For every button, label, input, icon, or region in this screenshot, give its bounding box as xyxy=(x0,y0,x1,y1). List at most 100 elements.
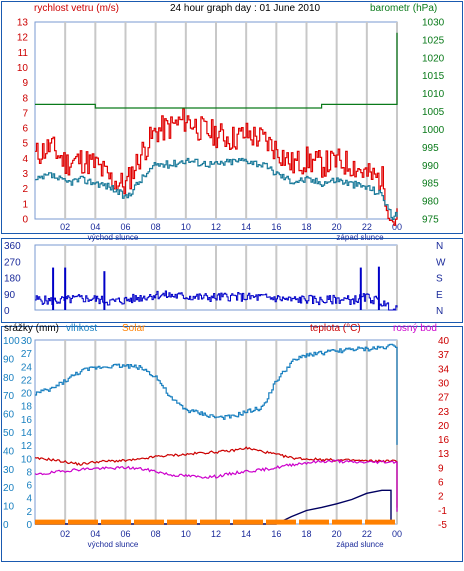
pressure-y-tick-1020: 1020 xyxy=(422,53,445,64)
temp-y-tick-9: 9 xyxy=(438,463,444,474)
rain-y-tick-27: 27 xyxy=(21,349,33,360)
climate-x-tick-18: 18 xyxy=(301,529,311,539)
temp-y-tick-13: 13 xyxy=(438,449,450,460)
wind-pressure-plot: 0123456789101112139759809859909951000100… xyxy=(17,18,445,233)
climate-x-tick-04: 04 xyxy=(90,529,100,539)
rain-y-tick-30: 30 xyxy=(21,336,33,347)
temp-y-tick-2: 2 xyxy=(438,492,444,503)
barometer-axis-title: barometr (hPa) xyxy=(370,3,437,14)
wind-y-tick-1: 1 xyxy=(22,199,28,210)
pressure-line xyxy=(35,32,398,109)
sunset-label-top: západ slunce xyxy=(336,233,384,242)
temp-y-tick-16: 16 xyxy=(438,435,450,446)
wind-y-tick-4: 4 xyxy=(22,154,28,165)
humidity-axis-title: vlhkost xyxy=(66,323,97,334)
wind-y-tick-9: 9 xyxy=(22,78,28,89)
temp-y-tick-30: 30 xyxy=(438,378,450,389)
pressure-y-tick-995: 995 xyxy=(422,143,439,154)
climate-x-tick-06: 06 xyxy=(120,529,130,539)
rain-y-tick-20: 20 xyxy=(21,389,33,400)
solar-axis-title: Solar xyxy=(122,323,146,334)
temp-y-tick--5: -5 xyxy=(438,520,447,531)
rain-y-tick-6: 6 xyxy=(26,481,32,492)
sunrise-label-top: východ slunce xyxy=(88,233,139,242)
wind-x-tick-02: 02 xyxy=(60,222,70,232)
sunset-label-bottom: západ slunce xyxy=(336,540,384,549)
direction-y-tick-90: 90 xyxy=(4,290,16,301)
direction-y-tick-270: 270 xyxy=(4,257,21,268)
compass-label-0: N xyxy=(436,241,443,252)
temp-y-tick--1: -1 xyxy=(438,506,447,517)
humidity-y-tick-20: 20 xyxy=(3,483,15,494)
wind-y-tick-5: 5 xyxy=(22,139,28,150)
temp-y-tick-34: 34 xyxy=(438,364,450,375)
wind-direction-line xyxy=(35,290,398,311)
rain-y-tick-14: 14 xyxy=(21,428,33,439)
temp-y-tick-6: 6 xyxy=(438,478,444,489)
wind-y-tick-3: 3 xyxy=(22,169,28,180)
wind-gust-line xyxy=(35,108,398,226)
rain-y-tick-18: 18 xyxy=(21,402,33,413)
wind-y-tick-13: 13 xyxy=(17,18,29,29)
direction-y-tick-180: 180 xyxy=(4,274,21,285)
wind-speed-axis-title: rychlost vetru (m/s) xyxy=(34,3,119,14)
wind-y-tick-10: 10 xyxy=(17,63,29,74)
dewpoint-line xyxy=(34,459,398,512)
humidity-y-tick-90: 90 xyxy=(3,354,15,365)
wind-x-tick-10: 10 xyxy=(181,222,191,232)
climate-x-tick-10: 10 xyxy=(181,529,191,539)
rain-y-tick-12: 12 xyxy=(21,441,33,452)
humidity-y-tick-100: 100 xyxy=(3,336,20,347)
humidity-line xyxy=(35,343,398,445)
climate-x-tick-20: 20 xyxy=(332,529,342,539)
wind-y-tick-6: 6 xyxy=(22,124,28,135)
wind-x-tick-20: 20 xyxy=(332,222,342,232)
wind-average-line xyxy=(35,157,398,221)
temp-y-tick-40: 40 xyxy=(438,336,450,347)
pressure-y-tick-985: 985 xyxy=(422,179,439,190)
wind-y-tick-8: 8 xyxy=(22,93,28,104)
rain-y-tick-10: 10 xyxy=(21,454,33,465)
climate-x-tick-12: 12 xyxy=(211,529,221,539)
climate-x-tick-00: 00 xyxy=(392,529,402,539)
wind-x-tick-22: 22 xyxy=(362,222,372,232)
wind-x-tick-08: 08 xyxy=(151,222,161,232)
climate-x-tick-22: 22 xyxy=(362,529,372,539)
compass-label-1: W xyxy=(436,257,446,268)
wind-y-tick-11: 11 xyxy=(18,48,29,59)
humidity-y-tick-0: 0 xyxy=(3,520,9,531)
pressure-y-tick-975: 975 xyxy=(422,215,439,226)
climate-x-tick-08: 08 xyxy=(151,529,161,539)
pressure-y-tick-1025: 1025 xyxy=(422,35,445,46)
temp-y-tick-23: 23 xyxy=(438,407,450,418)
pressure-y-tick-980: 980 xyxy=(422,197,439,208)
rain-axis-title: srážky (mm) xyxy=(4,323,59,334)
direction-y-tick-360: 360 xyxy=(4,241,21,252)
temp-y-tick-20: 20 xyxy=(438,421,450,432)
humidity-y-tick-60: 60 xyxy=(3,410,15,421)
climate-x-tick-02: 02 xyxy=(60,529,70,539)
wind-x-tick-00: 00 xyxy=(392,222,402,232)
humidity-y-tick-80: 80 xyxy=(3,373,15,384)
temp-y-tick-27: 27 xyxy=(438,393,450,404)
humidity-y-tick-50: 50 xyxy=(3,428,15,439)
pressure-y-tick-1005: 1005 xyxy=(422,107,445,118)
humidity-y-tick-30: 30 xyxy=(3,465,15,476)
rain-y-tick-16: 16 xyxy=(21,415,33,426)
temp-y-tick-37: 37 xyxy=(438,350,450,361)
sunrise-label-bottom: východ slunce xyxy=(88,540,139,549)
climate-plot: 0102030405060708090100024681012141618202… xyxy=(3,336,450,539)
climate-x-tick-16: 16 xyxy=(271,529,281,539)
wind-x-tick-04: 04 xyxy=(90,222,100,232)
compass-label-4: N xyxy=(436,306,443,317)
climate-x-tick-14: 14 xyxy=(241,529,251,539)
dewpoint-axis-title: rosný bod xyxy=(393,323,437,334)
rain-y-tick-0: 0 xyxy=(26,520,32,531)
rain-y-tick-8: 8 xyxy=(26,467,32,478)
wind-y-tick-12: 12 xyxy=(17,33,29,44)
wind-x-tick-12: 12 xyxy=(211,222,221,232)
compass-label-3: E xyxy=(436,290,443,301)
